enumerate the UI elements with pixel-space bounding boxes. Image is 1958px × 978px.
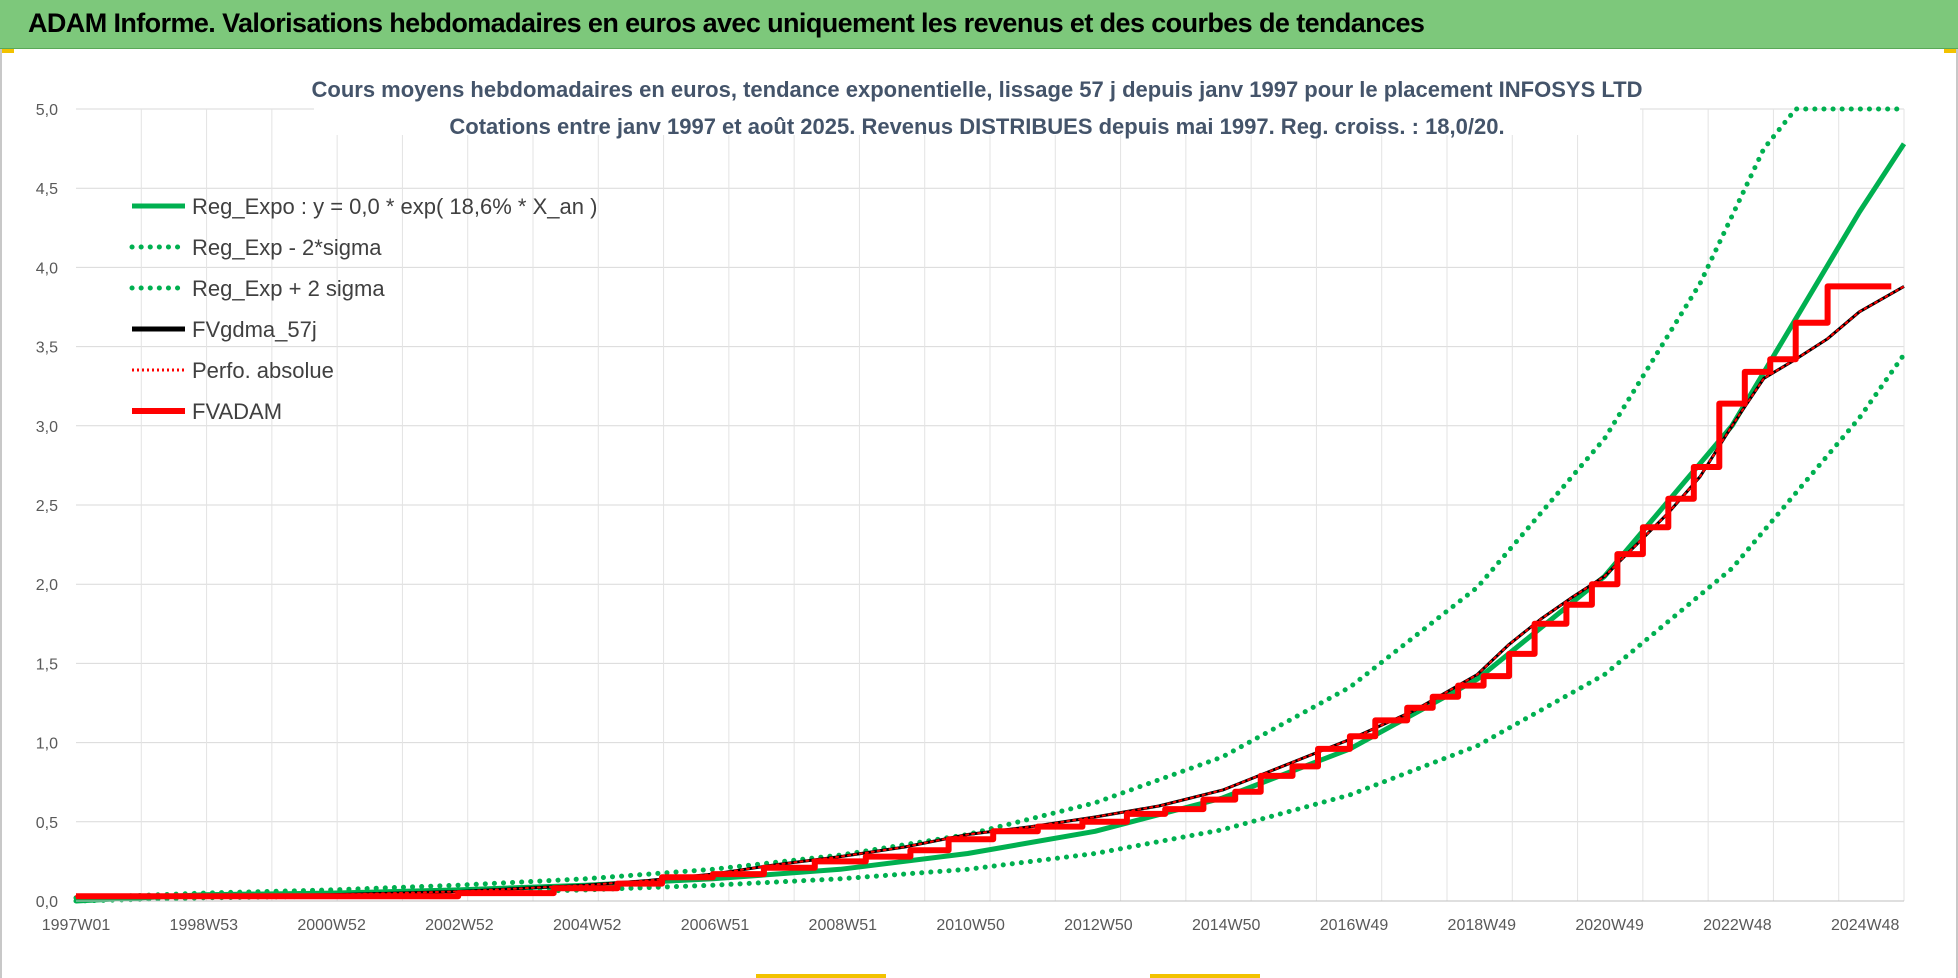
y-tick-label: 4,5 bbox=[36, 181, 58, 198]
x-tick-label: 2008W51 bbox=[809, 917, 878, 934]
legend: Reg_Expo : y = 0,0 * exp( 18,6% * X_an )… bbox=[129, 194, 597, 424]
x-tick-label: 2024W48 bbox=[1831, 917, 1900, 934]
series-line-2 bbox=[73, 106, 1907, 901]
legend-label-1: Reg_Exp - 2*sigma bbox=[192, 235, 382, 260]
series-line-5 bbox=[76, 283, 1892, 900]
x-tick-label: 2002W52 bbox=[425, 917, 494, 934]
x-tick-label: 2006W51 bbox=[681, 917, 750, 934]
x-tick-label: 1997W01 bbox=[42, 917, 111, 934]
bottom-mark-1 bbox=[756, 974, 886, 978]
x-tick-label: 2020W49 bbox=[1575, 917, 1644, 934]
title-background bbox=[314, 75, 1640, 135]
corner-mark-top-right bbox=[1944, 49, 1958, 53]
x-tick-label: 2012W50 bbox=[1064, 917, 1133, 934]
y-tick-label: 0,5 bbox=[36, 815, 58, 832]
y-tick-label: 1,5 bbox=[36, 656, 58, 673]
legend-label-3: FVgdma_57j bbox=[192, 317, 317, 342]
y-tick-label: 0,0 bbox=[36, 894, 58, 911]
y-tick-label: 5,0 bbox=[36, 102, 58, 119]
y-tick-label: 3,5 bbox=[36, 340, 58, 357]
chart-svg: 0,0 0,5 1,0 1,5 2,0 2,5 3,0 3,5 4,0 4,5 5,0 1997W01… bbox=[36, 75, 1907, 934]
chart-title: Cours moyens hebdomadaires en euros, ten… bbox=[312, 77, 1643, 102]
y-tick-label: 2,5 bbox=[36, 498, 58, 515]
x-tick-label: 2000W52 bbox=[297, 917, 366, 934]
x-tick-label: 2014W50 bbox=[1192, 917, 1261, 934]
y-tick-label: 3,0 bbox=[36, 419, 58, 436]
x-tick-label: 2010W50 bbox=[936, 917, 1005, 934]
y-tick-label: 4,0 bbox=[36, 260, 58, 277]
legend-label-4: Perfo. absolue bbox=[192, 358, 334, 383]
chart-frame: 0,0 0,5 1,0 1,5 2,0 2,5 3,0 3,5 4,0 4,5 5,0 1997W01… bbox=[0, 49, 1958, 978]
header-bar: ADAM Informe. Valorisations hebdomadaire… bbox=[0, 0, 1958, 49]
y-tick-label: 1,0 bbox=[36, 736, 58, 753]
x-tick-label: 2022W48 bbox=[1703, 917, 1772, 934]
y-tick-label: 2,0 bbox=[36, 577, 58, 594]
x-tick-label: 2016W49 bbox=[1320, 917, 1389, 934]
legend-label-2: Reg_Exp + 2 sigma bbox=[192, 276, 385, 301]
bottom-mark-2 bbox=[1150, 974, 1260, 978]
grid-layer bbox=[76, 108, 1905, 902]
chart-subtitle: Cotations entre janv 1997 et août 2025. … bbox=[449, 114, 1504, 139]
axis-layer: 0,0 0,5 1,0 1,5 2,0 2,5 3,0 3,5 4,0 4,5 5,0 1997W01… bbox=[36, 102, 1904, 934]
series-layer bbox=[73, 106, 1907, 904]
corner-mark-top-left bbox=[0, 49, 14, 53]
x-tick-label: 2018W49 bbox=[1448, 917, 1517, 934]
legend-label-0: Reg_Expo : y = 0,0 * exp( 18,6% * X_an ) bbox=[192, 194, 597, 219]
x-tick-label: 2004W52 bbox=[553, 917, 622, 934]
x-tick-label: 1998W53 bbox=[170, 917, 239, 934]
page-title: ADAM Informe. Valorisations hebdomadaire… bbox=[28, 8, 1425, 38]
legend-label-5: FVADAM bbox=[192, 399, 282, 424]
